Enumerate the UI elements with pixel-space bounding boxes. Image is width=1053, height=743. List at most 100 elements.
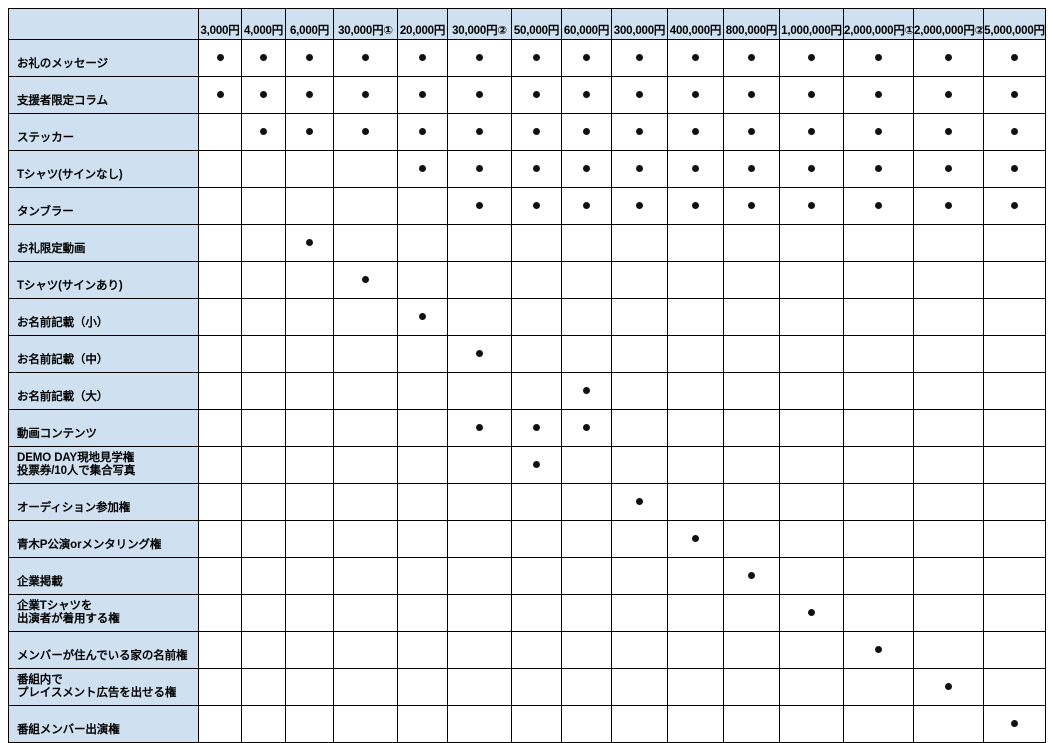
included-dot-icon (692, 535, 699, 543)
tier-column-header: 300,000円 (611, 8, 668, 40)
included-dot-icon (419, 165, 426, 173)
table-row: Tシャツ(サインあり) (8, 261, 1046, 299)
reward-empty-cell (241, 224, 286, 262)
reward-empty-cell (723, 668, 780, 706)
reward-item-label: 番組内で プレイスメント広告を出せる権 (8, 668, 199, 706)
reward-empty-cell (198, 335, 242, 373)
reward-empty-cell (611, 631, 668, 669)
reward-empty-cell (447, 483, 512, 521)
reward-empty-cell (447, 668, 512, 706)
reward-empty-cell (447, 372, 512, 410)
reward-empty-cell (561, 557, 612, 595)
included-dot-icon (748, 572, 755, 580)
reward-empty-cell (983, 557, 1046, 595)
reward-included-cell (447, 76, 512, 114)
reward-empty-cell (511, 483, 562, 521)
reward-empty-cell (241, 150, 286, 188)
reward-included-cell (843, 39, 914, 77)
reward-empty-cell (913, 520, 984, 558)
reward-empty-cell (667, 409, 724, 447)
reward-empty-cell (913, 594, 984, 632)
reward-empty-cell (333, 594, 398, 632)
reward-empty-cell (983, 594, 1046, 632)
reward-included-cell (779, 594, 844, 632)
reward-item-label-line: お礼のメッセージ (17, 58, 108, 71)
tier-column-header: 3,000円 (198, 8, 242, 40)
reward-included-cell (723, 76, 780, 114)
reward-included-cell (611, 483, 668, 521)
reward-item-label-line: DEMO DAY現地見学権 (17, 451, 135, 464)
reward-empty-cell (843, 224, 914, 262)
reward-empty-cell (913, 631, 984, 669)
reward-empty-cell (511, 705, 562, 743)
tier-column-header: 60,000円 (561, 8, 612, 40)
reward-empty-cell (611, 261, 668, 299)
reward-empty-cell (561, 298, 612, 336)
reward-empty-cell (397, 409, 448, 447)
reward-empty-cell (611, 594, 668, 632)
reward-empty-cell (779, 446, 844, 484)
tier-column-header: 400,000円 (667, 8, 724, 40)
reward-included-cell (667, 520, 724, 558)
tier-column-header: 50,000円 (511, 8, 562, 40)
reward-empty-cell (285, 372, 334, 410)
reward-included-cell (779, 39, 844, 77)
reward-item-label-line: 企業掲載 (17, 576, 63, 589)
reward-included-cell (667, 39, 724, 77)
reward-empty-cell (561, 335, 612, 373)
reward-empty-cell (241, 668, 286, 706)
reward-empty-cell (667, 705, 724, 743)
reward-empty-cell (723, 631, 780, 669)
included-dot-icon (748, 54, 755, 62)
reward-empty-cell (198, 372, 242, 410)
reward-included-cell (983, 187, 1046, 225)
table-row: メンバーが住んでいる家の名前権 (8, 631, 1046, 669)
reward-empty-cell (198, 113, 242, 151)
reward-empty-cell (333, 187, 398, 225)
reward-tier-table-container: 3,000円 4,000円 6,000円 30,000円① 20,000円 30,000円… (8, 8, 1046, 743)
table-row: 青木P公演orメンタリング権 (8, 520, 1046, 558)
reward-empty-cell (843, 335, 914, 373)
table-row: 動画コンテンツ (8, 409, 1046, 447)
reward-empty-cell (198, 483, 242, 521)
reward-empty-cell (667, 446, 724, 484)
table-row: お名前記載（大） (8, 372, 1046, 410)
reward-empty-cell (198, 705, 242, 743)
reward-item-label: お名前記載（中） (8, 335, 199, 373)
included-dot-icon (583, 54, 590, 62)
table-row: お名前記載（小） (8, 298, 1046, 336)
reward-empty-cell (285, 668, 334, 706)
reward-empty-cell (667, 372, 724, 410)
reward-item-label: 支援者限定コラム (8, 76, 199, 114)
included-dot-icon (875, 165, 882, 173)
reward-item-label-line: メンバーが住んでいる家の名前権 (17, 650, 188, 663)
reward-item-label-line: お名前記載（小） (17, 317, 109, 330)
reward-included-cell (198, 76, 242, 114)
included-dot-icon (692, 54, 699, 62)
reward-item-label: ステッカー (8, 113, 199, 151)
included-dot-icon (260, 91, 267, 99)
reward-included-cell (611, 76, 668, 114)
included-dot-icon (306, 128, 313, 136)
tier-column-header: 5,000,000円 (983, 8, 1046, 40)
reward-item-label: Tシャツ(サインあり) (8, 261, 199, 299)
reward-empty-cell (561, 446, 612, 484)
reward-empty-cell (913, 372, 984, 410)
included-dot-icon (476, 165, 483, 173)
table-row: Tシャツ(サインなし) (8, 150, 1046, 188)
included-dot-icon (306, 54, 313, 62)
table-row: 番組メンバー出演権 (8, 705, 1046, 743)
included-dot-icon (808, 91, 815, 99)
table-header-row: 3,000円 4,000円 6,000円 30,000円① 20,000円 30,000円… (8, 8, 1046, 40)
included-dot-icon (533, 128, 540, 136)
reward-empty-cell (447, 594, 512, 632)
reward-empty-cell (511, 335, 562, 373)
reward-empty-cell (611, 224, 668, 262)
reward-item-label-line: オーディション参加権 (17, 502, 131, 515)
reward-item-label-line: 企業Tシャツを (17, 599, 93, 612)
included-dot-icon (692, 165, 699, 173)
reward-empty-cell (285, 261, 334, 299)
reward-included-cell (561, 372, 612, 410)
reward-included-cell (611, 113, 668, 151)
reward-empty-cell (561, 705, 612, 743)
